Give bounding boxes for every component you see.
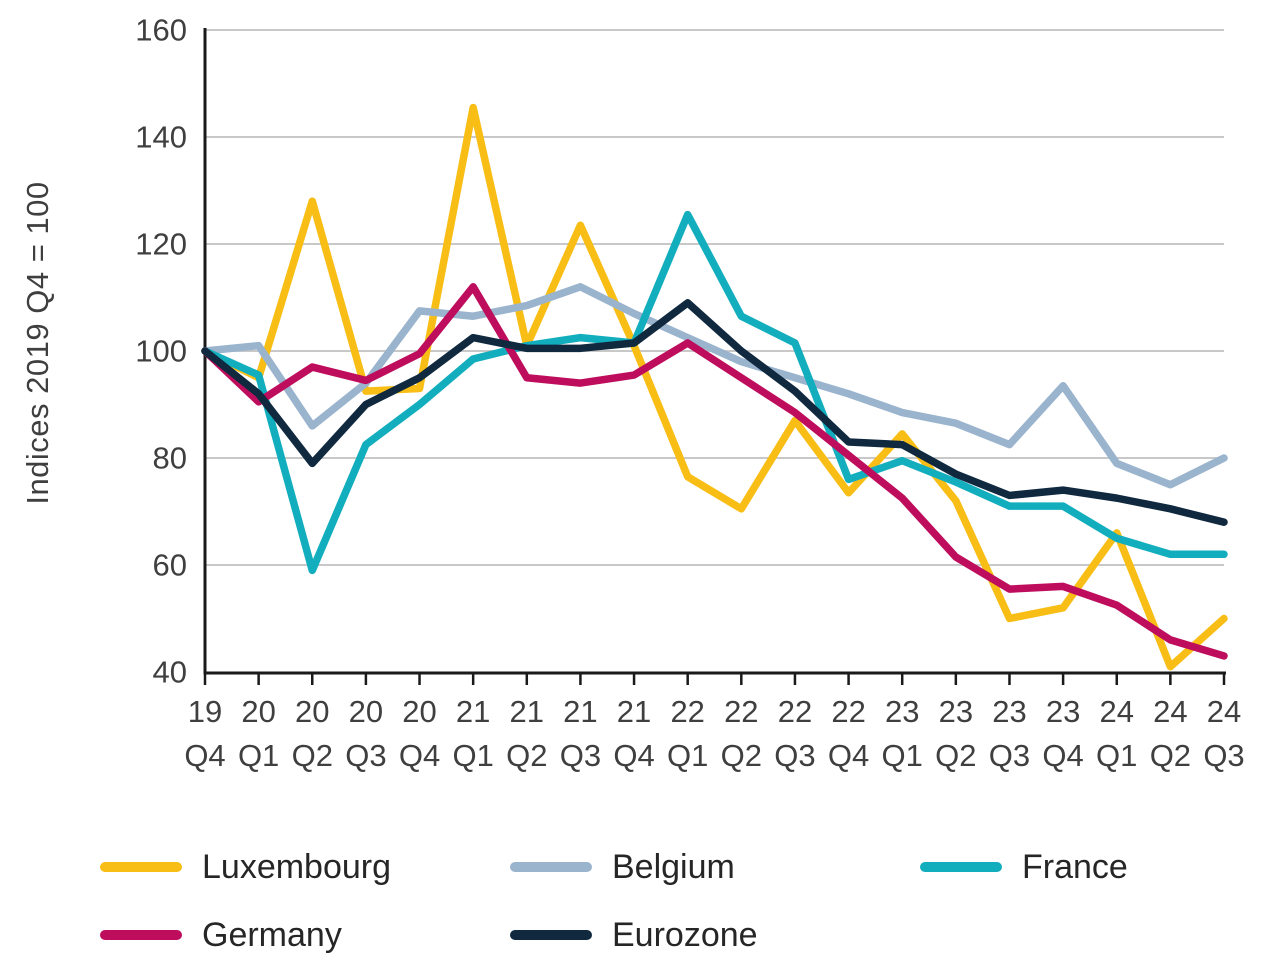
x-tick-label-year-15: 23 <box>992 694 1026 729</box>
x-tick-label-quarter-13: Q1 <box>882 738 923 773</box>
x-tick-label-year-2: 20 <box>295 694 329 729</box>
y-tick-label-40: 40 <box>153 655 187 690</box>
legend-item-france: France <box>920 844 1128 890</box>
x-tick-label-quarter-4: Q4 <box>399 738 440 773</box>
x-tick-label-year-14: 23 <box>939 694 973 729</box>
x-tick-label-quarter-18: Q2 <box>1150 738 1191 773</box>
x-tick-label-year-5: 21 <box>456 694 490 729</box>
x-tick-label-quarter-10: Q2 <box>721 738 762 773</box>
x-tick-label-year-3: 20 <box>349 694 383 729</box>
y-tick-label-100: 100 <box>135 334 187 369</box>
x-tick-label-quarter-6: Q2 <box>506 738 547 773</box>
x-tick-label-year-17: 24 <box>1099 694 1133 729</box>
x-tick-label-quarter-16: Q4 <box>1042 738 1083 773</box>
series-line-belgium <box>201 283 1228 489</box>
x-tick-label-year-7: 21 <box>563 694 597 729</box>
x-tick-label-year-0: 19 <box>188 694 222 729</box>
legend-label-france: France <box>1022 847 1128 886</box>
legend-label-germany: Germany <box>202 915 342 954</box>
x-tick-label-year-12: 22 <box>831 694 865 729</box>
legend-swatch-eurozone <box>510 930 592 940</box>
x-tick-label-quarter-8: Q4 <box>613 738 654 773</box>
x-tick-label-quarter-7: Q3 <box>560 738 601 773</box>
legend-item-luxembourg: Luxembourg <box>100 844 391 890</box>
x-tick-label-quarter-12: Q4 <box>828 738 869 773</box>
x-tick-label-year-13: 23 <box>885 694 919 729</box>
x-tick-label-quarter-0: Q4 <box>184 738 225 773</box>
y-tick-label-140: 140 <box>135 120 187 155</box>
y-tick-label-160: 160 <box>135 13 187 48</box>
x-tick-label-quarter-11: Q3 <box>774 738 815 773</box>
legend-swatch-belgium <box>510 862 592 872</box>
x-tick-label-year-4: 20 <box>402 694 436 729</box>
x-tick-label-year-18: 24 <box>1153 694 1187 729</box>
legend-swatch-luxembourg <box>100 862 182 872</box>
series-line-eurozone <box>201 299 1228 526</box>
x-tick-label-year-10: 22 <box>724 694 758 729</box>
y-tick-label-80: 80 <box>153 441 187 476</box>
legend-label-eurozone: Eurozone <box>612 915 758 954</box>
legend-swatch-france <box>920 862 1002 872</box>
legend-item-belgium: Belgium <box>510 844 735 890</box>
x-tick-label-year-8: 21 <box>617 694 651 729</box>
legend-item-eurozone: Eurozone <box>510 912 758 958</box>
x-tick-label-quarter-5: Q1 <box>452 738 493 773</box>
x-tick-label-year-6: 21 <box>510 694 544 729</box>
series-line-germany <box>201 283 1228 660</box>
x-tick-label-year-16: 23 <box>1046 694 1080 729</box>
x-tick-label-quarter-19: Q3 <box>1203 738 1244 773</box>
y-tick-label-60: 60 <box>153 548 187 583</box>
series-line-luxembourg <box>201 103 1228 671</box>
legend-item-germany: Germany <box>100 912 342 958</box>
x-tick-label-quarter-3: Q3 <box>345 738 386 773</box>
x-tick-label-quarter-17: Q1 <box>1096 738 1137 773</box>
x-tick-label-quarter-14: Q2 <box>935 738 976 773</box>
legend-label-belgium: Belgium <box>612 847 735 886</box>
x-tick-label-year-19: 24 <box>1207 694 1241 729</box>
series-line-france <box>201 210 1228 575</box>
x-tick-label-quarter-2: Q2 <box>292 738 333 773</box>
y-tick-label-120: 120 <box>135 227 187 262</box>
x-tick-label-quarter-15: Q3 <box>989 738 1030 773</box>
x-tick-label-quarter-9: Q1 <box>667 738 708 773</box>
legend-swatch-germany <box>100 930 182 940</box>
x-tick-label-year-11: 22 <box>778 694 812 729</box>
x-tick-label-quarter-1: Q1 <box>238 738 279 773</box>
x-tick-label-year-9: 22 <box>670 694 704 729</box>
x-tick-label-year-1: 20 <box>241 694 275 729</box>
legend-label-luxembourg: Luxembourg <box>202 847 392 886</box>
